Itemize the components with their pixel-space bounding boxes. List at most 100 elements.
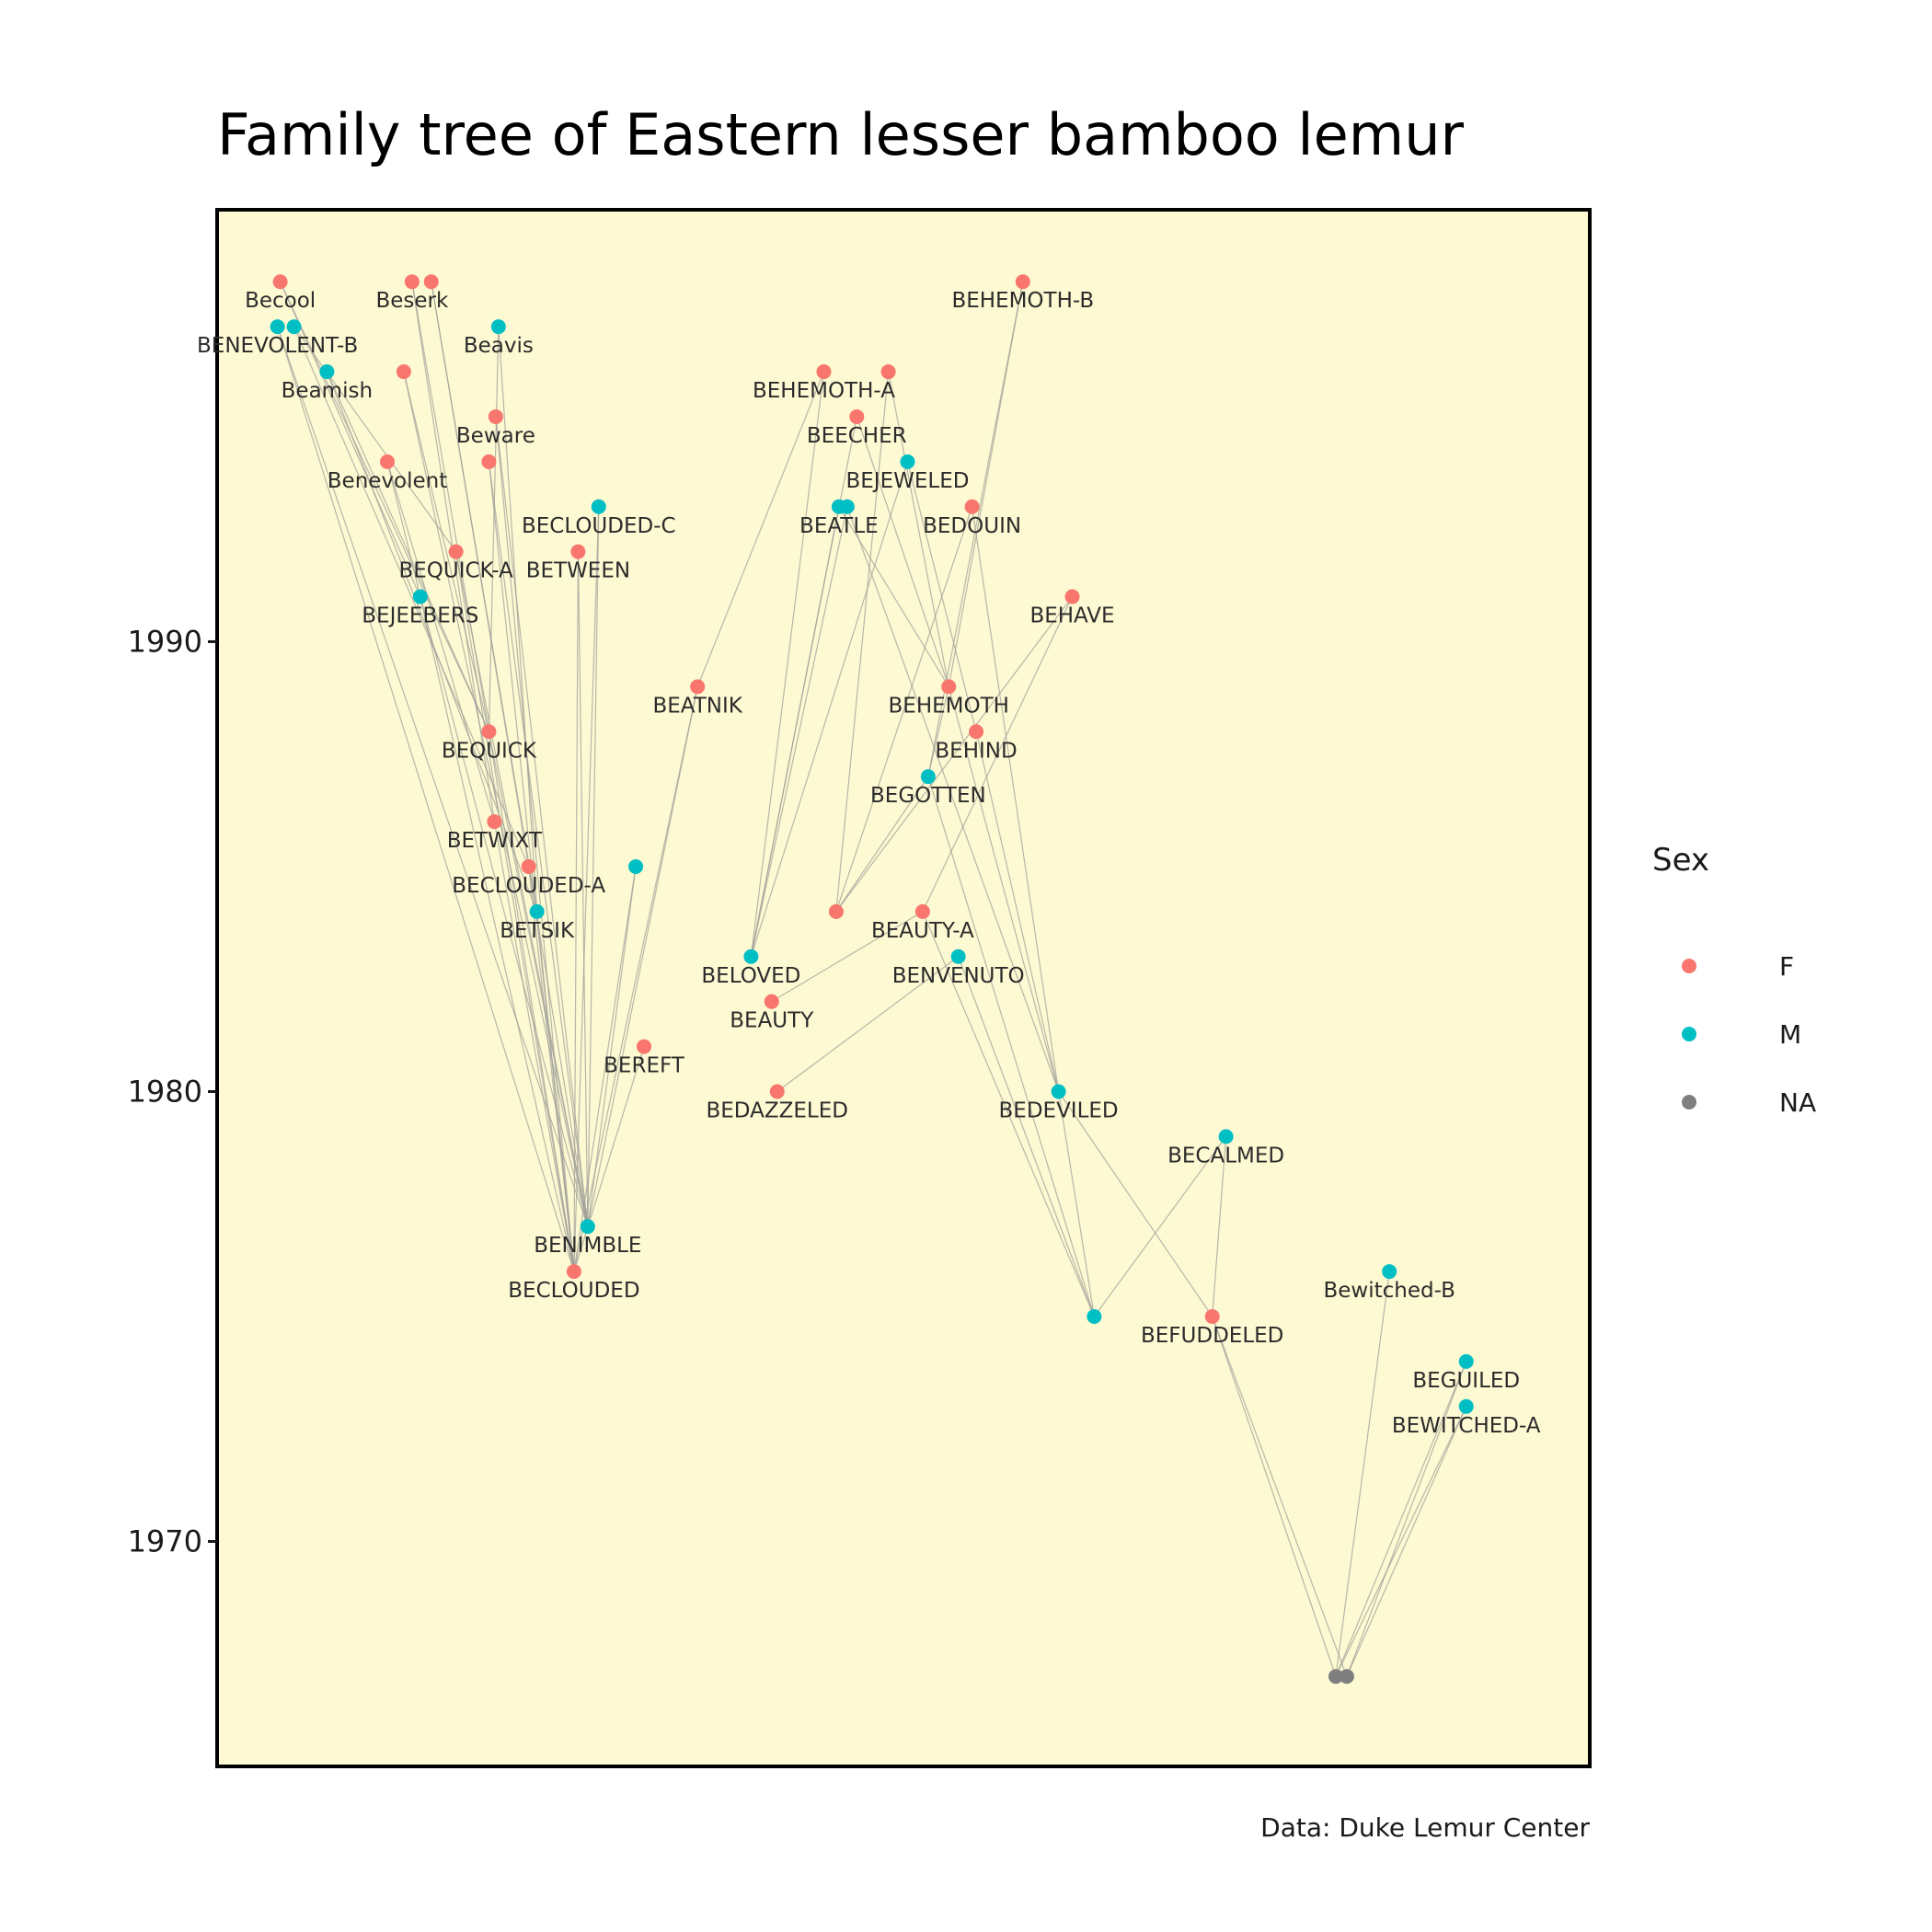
node-behemothb xyxy=(1015,274,1030,290)
chart-title: Family tree of Eastern lesser bamboo lem… xyxy=(217,101,1464,168)
node-bejeebers xyxy=(412,589,428,604)
edge-beecher-behemoth xyxy=(856,416,949,687)
edge-beatle-beloved xyxy=(750,506,840,957)
node-label-bereft: BEREFT xyxy=(604,1054,685,1078)
node-behemoth xyxy=(941,679,957,695)
edge-becalmed-befuddeled xyxy=(1212,1136,1227,1317)
edge-behind-bedeviled xyxy=(975,731,1060,1092)
edge-beavis-bequick xyxy=(488,327,500,732)
edge-bequick-benimble xyxy=(488,731,589,1227)
node-bedouin xyxy=(964,499,980,514)
edge-f1-benimble xyxy=(403,371,589,1227)
node-benvenuto xyxy=(950,949,966,964)
edge-bedouin-bedeviled xyxy=(972,506,1060,1092)
edge-bejeweled-beloved xyxy=(750,461,909,957)
edge-beatle2-bedeviled xyxy=(846,506,1060,1092)
edge-beavis-betsik xyxy=(498,327,538,912)
node-betsik xyxy=(529,903,545,919)
node-label-beclouded_c: BECLOUDED-C xyxy=(522,514,676,538)
node-benevolent xyxy=(380,454,396,469)
edge-beatle-behemoth xyxy=(838,506,949,687)
node-bedazzeled xyxy=(769,1084,785,1099)
edge-bejeebers-benimble xyxy=(420,596,589,1227)
node-m2 xyxy=(1087,1308,1102,1324)
node-bereft xyxy=(637,1039,652,1054)
edge-beclouded_a-beclouded xyxy=(528,866,575,1272)
node-label-bequick: BEQUICK xyxy=(442,739,537,763)
edge-beauty_a-m2 xyxy=(922,911,1095,1317)
edge-behave-f3 xyxy=(835,596,1073,913)
legend-label-NA: NA xyxy=(1779,1087,1816,1118)
edge-bedeviled-m2 xyxy=(1058,1091,1095,1317)
node-label-behemoth: BEHEMOTH xyxy=(889,694,1009,718)
node-label-behemothb: BEHEMOTH-B xyxy=(951,289,1094,313)
edge-befuddeled-na1 xyxy=(1212,1316,1337,1677)
legend-key-NA xyxy=(1682,1095,1696,1110)
edge-between-beclouded xyxy=(573,551,579,1272)
node-beecher xyxy=(849,408,865,424)
edge-bewitched_a-na2 xyxy=(1346,1406,1467,1677)
node-label-beamish: Beamish xyxy=(282,379,373,403)
edge-behemoth-begotten xyxy=(927,686,949,777)
node-beclouded_a xyxy=(521,858,536,874)
edge-benevolentb-beclouded xyxy=(277,326,575,1272)
y-tick-label: 1970 xyxy=(128,1524,202,1558)
node-label-bejeweled: BEJEWELED xyxy=(845,469,969,493)
edge-benevolentb2-beclouded_a xyxy=(293,326,530,868)
legend-title: Sex xyxy=(1652,842,1709,879)
node-label-beclouded: BECLOUDED xyxy=(508,1279,639,1303)
node-f2 xyxy=(481,454,497,469)
edge-benvenuto-m2 xyxy=(958,956,1095,1317)
node-label-beclouded_a: BECLOUDED-A xyxy=(452,874,605,898)
edge-benvenuto-bedazzeled xyxy=(776,956,960,1092)
node-behind xyxy=(969,724,984,740)
edge-beware-beclouded xyxy=(495,416,575,1272)
node-begotten xyxy=(920,769,936,785)
node-label-bedeviled: BEDEVILED xyxy=(999,1098,1119,1122)
edge-betsik-beclouded xyxy=(536,911,575,1272)
node-benevolentb xyxy=(270,319,285,335)
node-between xyxy=(570,544,586,559)
chart-caption: Data: Duke Lemur Center xyxy=(1260,1812,1590,1843)
node-betwixt xyxy=(487,814,502,830)
edge-behemothb-begotten xyxy=(927,282,1024,777)
edge-beware-benimble xyxy=(495,416,589,1227)
node-label-between: BETWEEN xyxy=(526,559,630,583)
node-label-benevolent: Benevolent xyxy=(328,469,447,493)
legend: Sex F M NA xyxy=(1652,842,1816,1118)
node-label-bewitched_b: Bewitched-B xyxy=(1323,1279,1455,1303)
edge-beguiled-na2 xyxy=(1346,1361,1467,1677)
edge-bewitched_a-na1 xyxy=(1335,1406,1467,1677)
node-label-betwixt: BETWIXT xyxy=(447,829,543,853)
node-beloved xyxy=(743,949,759,964)
node-label-bedouin: BEDOUIN xyxy=(923,514,1021,538)
node-label-beavis: Beavis xyxy=(464,334,534,358)
edge-bedouin-f3 xyxy=(835,506,973,913)
edge-beamish-bequick xyxy=(326,371,489,732)
node-label-benevolentb: BENEVOLENT-B xyxy=(197,334,358,358)
plot-panel xyxy=(215,208,1592,1768)
node-beserk2 xyxy=(423,274,439,290)
node-becool xyxy=(272,274,288,290)
edge-becalmed-m2 xyxy=(1093,1136,1227,1317)
legend-key-M xyxy=(1682,1027,1696,1041)
edge-bedeviled-befuddeled xyxy=(1058,1091,1213,1317)
nodes-layer xyxy=(270,274,1474,1685)
node-label-beware: Beware xyxy=(456,424,535,448)
legend-label-F: F xyxy=(1779,951,1794,982)
node-label-betsik: BETSIK xyxy=(500,919,575,943)
node-label-behind: BEHIND xyxy=(935,739,1017,763)
edge-f2-benimble xyxy=(488,461,589,1227)
edge-bereft-beclouded xyxy=(573,1046,645,1272)
node-label-beloved: BELOVED xyxy=(701,964,800,988)
edge-bequick_a-beclouded xyxy=(455,551,575,1272)
edge-beauty_a-beauty xyxy=(771,911,924,1003)
edge-beatnik-benimble xyxy=(587,686,698,1227)
y-tick-label: 1990 xyxy=(128,624,202,659)
y-tick-label: 1980 xyxy=(128,1074,202,1109)
edge-beclouded_c-beclouded xyxy=(573,506,600,1272)
edge-begotten-m2 xyxy=(927,776,1095,1317)
node-label-becool: Becool xyxy=(245,289,316,313)
node-beserk xyxy=(404,274,420,290)
node-beamish xyxy=(319,364,335,380)
